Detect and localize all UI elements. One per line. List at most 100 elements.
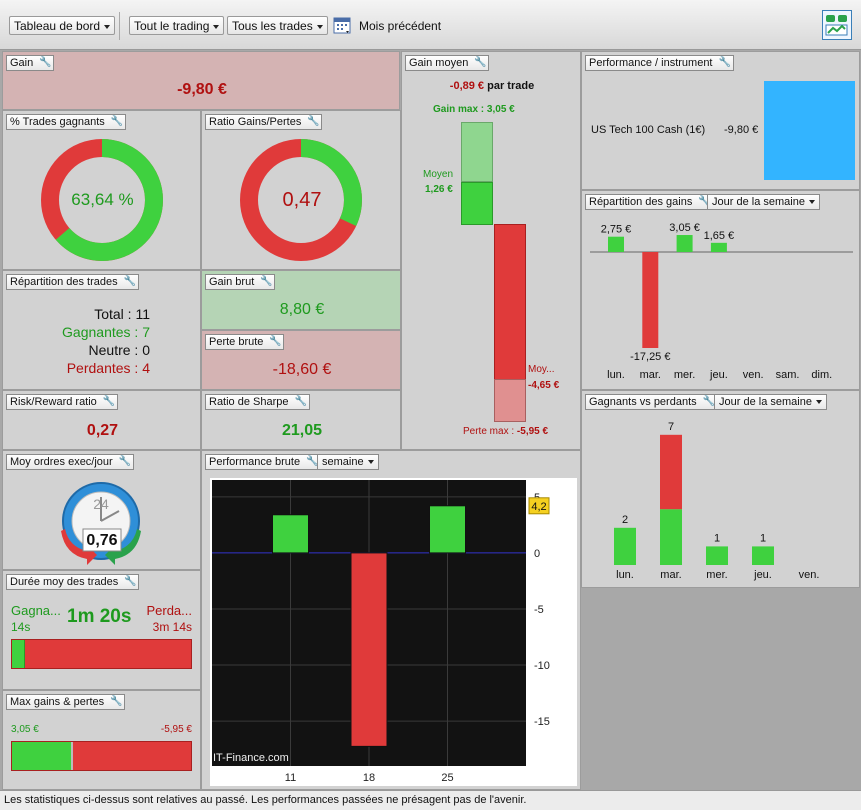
wrench-icon[interactable]: 🔧 <box>118 456 132 467</box>
total-trades: Total : 11 <box>94 306 150 322</box>
data-label: 1 <box>760 532 766 544</box>
data-label: 3,05 € <box>669 222 700 234</box>
sharpe-panel: Ratio de Sharpe 🔧 21,05 <box>201 390 401 450</box>
trades-dropdown[interactable]: Tous les trades <box>227 16 328 35</box>
bar <box>608 236 624 252</box>
data-label: 1 <box>714 532 720 544</box>
trades-breakdown-title: Répartition des trades 🔧 <box>6 274 139 290</box>
neutral-trades: Neutre : 0 <box>88 342 150 358</box>
gross-gain-panel: Gain brut 🔧 8,80 € <box>201 270 401 330</box>
bar <box>350 552 388 747</box>
data-label: 2,75 € <box>601 224 632 236</box>
loss-avg-bar <box>494 224 526 380</box>
wrench-icon[interactable]: 🔧 <box>110 116 124 127</box>
max-gains-losses-title: Max gains & pertes 🔧 <box>6 694 126 710</box>
period-label[interactable]: Mois précédent <box>359 19 442 33</box>
x-tick-label: dim. <box>811 369 832 381</box>
wrench-icon[interactable]: 🔧 <box>124 576 137 587</box>
gross-performance-panel: Performance brute🔧 semaine 50-5-10-15111… <box>201 450 581 790</box>
wrench-icon[interactable]: 🔧 <box>702 396 716 407</box>
wrench-icon[interactable]: 🔧 <box>123 276 137 287</box>
wrench-icon[interactable]: 🔧 <box>698 196 711 207</box>
wrench-icon[interactable]: 🔧 <box>260 276 273 287</box>
bar <box>676 235 693 252</box>
loss-max-value: -5,95 € <box>516 426 549 437</box>
x-tick-label: ven. <box>799 569 820 581</box>
disclaimer-footer: Les statistiques ci-dessus sont relative… <box>0 790 861 810</box>
chart-watermark: IT-Finance.com <box>213 752 289 764</box>
duration-loss-label: Perda... <box>146 603 192 618</box>
x-tick-label: mar. <box>640 369 661 381</box>
wrench-icon[interactable]: 🔧 <box>718 57 731 68</box>
winners-losers-panel: Gagnants vs perdants 🔧 Jour de la semaine… <box>581 390 860 588</box>
dashboard-dropdown[interactable]: Tableau de bord <box>9 16 116 35</box>
y-tick-label: -5 <box>534 604 544 616</box>
sharpe-value: 21,05 <box>281 422 323 439</box>
trading-dropdown[interactable]: Tout le trading <box>129 16 225 35</box>
win-percent-donut <box>41 139 163 261</box>
winners-losers-period-dropdown[interactable]: Jour de la semaine <box>714 394 827 410</box>
data-label: 2 <box>622 514 628 526</box>
toolbar-separator <box>119 12 120 40</box>
avg-orders-value: 0,76 <box>86 532 118 549</box>
x-tick-label: mer. <box>674 369 695 381</box>
bar <box>272 514 309 554</box>
max-bar <box>11 741 192 771</box>
risk-reward-panel: Risk/Reward ratio 🔧 0,27 <box>2 390 201 450</box>
gain-distribution-chart: 2,75 € lun. -17,25 € mar. 3,05 € mer. 1,65 € je… <box>590 222 853 381</box>
wrench-icon[interactable]: 🔧 <box>39 57 52 68</box>
avg-gain-suffix: par trade <box>487 80 535 92</box>
calendar-icon[interactable] <box>333 16 353 35</box>
avg-gain-value: -0,89 € <box>449 80 485 92</box>
gross-loss-value: -18,60 € <box>272 361 332 378</box>
instrument-title: Performance / instrument 🔧 <box>585 55 734 71</box>
wrench-icon[interactable]: 🔧 <box>294 396 307 407</box>
wrench-icon[interactable]: 🔧 <box>110 696 123 707</box>
winners-losers-title: Gagnants vs perdants 🔧 <box>585 394 718 410</box>
winners-losers-chart: 2 lun. 7 mar. 1 mer. 1 jeu. ven. <box>614 421 820 581</box>
bar <box>429 505 466 554</box>
avg-loss-value: -4,65 € <box>528 380 560 391</box>
duration-loss-value: 3m 14s <box>152 620 192 634</box>
wrench-icon[interactable]: 🔧 <box>474 57 487 68</box>
avg-gain-panel: Gain moyen 🔧 -0,89 € par trade Gain max :… <box>401 51 581 450</box>
bar <box>614 527 636 565</box>
avg-win-label: Moyen <box>423 169 454 180</box>
x-tick-label: ven. <box>743 369 764 381</box>
bar <box>752 546 774 565</box>
x-tick-label: 18 <box>363 772 375 784</box>
x-tick-label: sam. <box>776 369 800 381</box>
y-tick-label: 0 <box>534 548 540 560</box>
instrument-bar <box>764 81 855 180</box>
gain-distribution-period-dropdown[interactable]: Jour de la semaine <box>707 194 820 210</box>
avg-win-value: 1,26 € <box>425 184 453 195</box>
bar <box>660 434 682 510</box>
bar <box>642 252 659 348</box>
gross-loss-panel: Perte brute 🔧 -18,60 € <box>201 330 401 390</box>
wrench-icon[interactable]: 🔧 <box>269 336 282 347</box>
gain-panel: Gain 🔧 -9,80 € <box>2 51 400 110</box>
donut-win-arc <box>41 139 163 261</box>
gain-max-label: Gain max : <box>433 104 485 115</box>
toolbar: Tableau de bord Tout le trading Tous les… <box>0 0 861 50</box>
gain-max-value: 3,05 € <box>486 104 515 115</box>
gain-value: -9,80 € <box>177 81 227 98</box>
avg-orders-title: Moy ordres exec/jour 🔧 <box>6 454 134 470</box>
loss-max-bar <box>494 379 526 422</box>
stats-app-icon[interactable] <box>822 10 852 40</box>
risk-reward-title: Risk/Reward ratio 🔧 <box>6 394 118 410</box>
max-gain-value: 3,05 € <box>11 724 39 735</box>
ratio-value: 0,47 <box>282 189 322 211</box>
x-tick-label: 25 <box>441 772 453 784</box>
gross-performance-period-dropdown[interactable]: semaine <box>317 454 379 470</box>
bar <box>710 242 727 252</box>
clock-gauge-icon: 24 <box>61 482 141 565</box>
wrench-icon[interactable]: 🔧 <box>102 396 116 407</box>
wrench-icon[interactable]: 🔧 <box>307 116 320 127</box>
wrench-icon[interactable]: 🔧 <box>306 456 319 467</box>
data-label: -17,25 € <box>630 351 670 363</box>
max-loss-value: -5,95 € <box>160 724 192 735</box>
trades-breakdown-panel: Répartition des trades 🔧 Total : 11 Gagna… <box>2 270 201 390</box>
